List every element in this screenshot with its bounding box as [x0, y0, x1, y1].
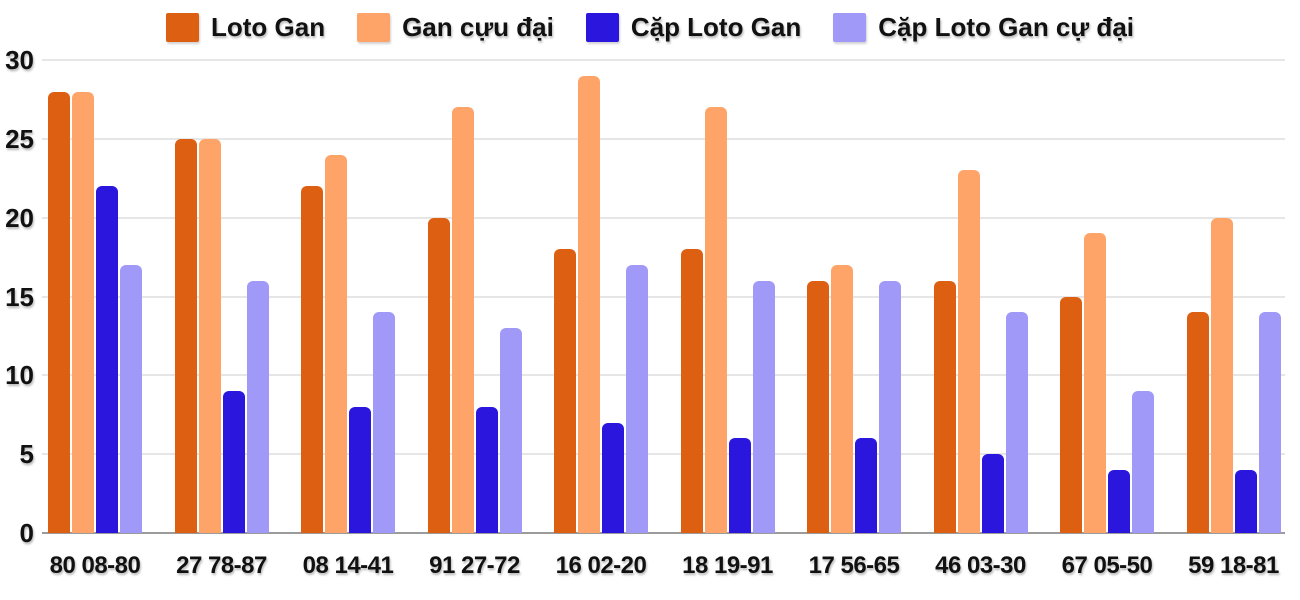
bar[interactable] — [578, 75, 600, 533]
y-tick-label: 25 — [5, 123, 34, 154]
legend-swatch-icon — [357, 12, 391, 42]
x-tick-label: 08 14-41 — [302, 552, 394, 579]
bar[interactable] — [728, 438, 751, 533]
bar[interactable] — [120, 264, 142, 533]
bar[interactable] — [174, 138, 197, 533]
bar[interactable] — [198, 138, 221, 533]
bar[interactable] — [1186, 312, 1209, 533]
bar[interactable] — [981, 454, 1004, 533]
bar[interactable] — [554, 249, 576, 533]
legend-swatch-icon — [165, 12, 199, 42]
bar[interactable] — [96, 186, 118, 533]
x-tick-label: 80 08-80 — [49, 552, 141, 579]
bar[interactable] — [680, 249, 703, 533]
bar[interactable] — [855, 438, 877, 533]
bar[interactable] — [752, 280, 775, 533]
legend-item[interactable]: Cặp Loto Gan — [585, 11, 802, 43]
y-tick-label: 5 — [19, 439, 34, 470]
x-tick-label: 17 56-65 — [808, 552, 900, 579]
bar[interactable] — [427, 217, 450, 533]
bar[interactable] — [602, 422, 624, 533]
bar[interactable] — [349, 406, 371, 533]
bar[interactable] — [1108, 469, 1130, 533]
bar[interactable] — [373, 312, 395, 533]
bar[interactable] — [1060, 296, 1082, 533]
y-tick-label: 0 — [19, 518, 34, 548]
legend-label: Cặp Loto Gan — [630, 11, 802, 42]
bar[interactable] — [222, 391, 245, 533]
bar[interactable] — [72, 91, 94, 533]
bar[interactable] — [246, 280, 269, 533]
bar[interactable] — [499, 328, 522, 533]
bar[interactable] — [807, 280, 829, 533]
bar[interactable] — [301, 186, 323, 533]
x-tick-label: 18 19-91 — [682, 552, 773, 579]
gridline — [42, 453, 1285, 456]
bar[interactable] — [626, 264, 648, 533]
legend-swatch-icon — [833, 12, 867, 42]
legend-label: Gan cựu đại — [402, 11, 554, 42]
bar[interactable] — [704, 107, 727, 533]
legend-item[interactable]: Cặp Loto Gan cự đại — [833, 12, 1134, 43]
legend-item[interactable]: Loto Gan — [165, 11, 326, 43]
bar[interactable] — [1210, 217, 1233, 533]
gridline — [42, 137, 1285, 140]
x-axis-line — [42, 532, 1285, 534]
bar[interactable] — [1234, 469, 1257, 533]
gridline — [42, 59, 1285, 61]
gridline — [42, 216, 1285, 219]
x-tick-label: 91 27-72 — [429, 552, 520, 579]
bar[interactable] — [451, 107, 474, 533]
bar[interactable] — [325, 154, 347, 533]
gridline — [42, 295, 1285, 298]
bar[interactable] — [1084, 233, 1106, 533]
x-tick-label: 59 18-81 — [1188, 552, 1279, 579]
bar[interactable] — [957, 170, 980, 533]
y-tick-label: 10 — [5, 360, 34, 391]
x-tick-label: 16 02-20 — [555, 552, 647, 579]
bar[interactable] — [1132, 391, 1154, 533]
bar[interactable] — [1005, 312, 1028, 533]
x-tick-label: 27 78-87 — [176, 552, 267, 579]
bar[interactable] — [48, 91, 70, 533]
y-tick-label: 20 — [5, 202, 34, 233]
x-tick-label: 46 03-30 — [935, 552, 1026, 579]
bar[interactable] — [475, 406, 498, 533]
legend-swatch-icon — [585, 12, 619, 42]
x-tick-label: 67 05-50 — [1061, 552, 1153, 579]
gridline — [42, 374, 1285, 377]
bar[interactable] — [879, 280, 901, 533]
legend-label: Loto Gan — [210, 11, 326, 42]
bar[interactable] — [933, 280, 956, 533]
y-tick-label: 15 — [5, 281, 34, 312]
bar[interactable] — [831, 264, 853, 533]
bar[interactable] — [1258, 312, 1281, 533]
legend-item[interactable]: Gan cựu đại — [357, 12, 554, 43]
chart-legend: Loto Gan Gan cựu đại Cặp Loto Gan Cặp Loto … — [0, 9, 1300, 45]
legend-label: Cặp Loto Gan cự đại — [878, 11, 1134, 42]
y-tick-label: 30 — [5, 45, 34, 75]
